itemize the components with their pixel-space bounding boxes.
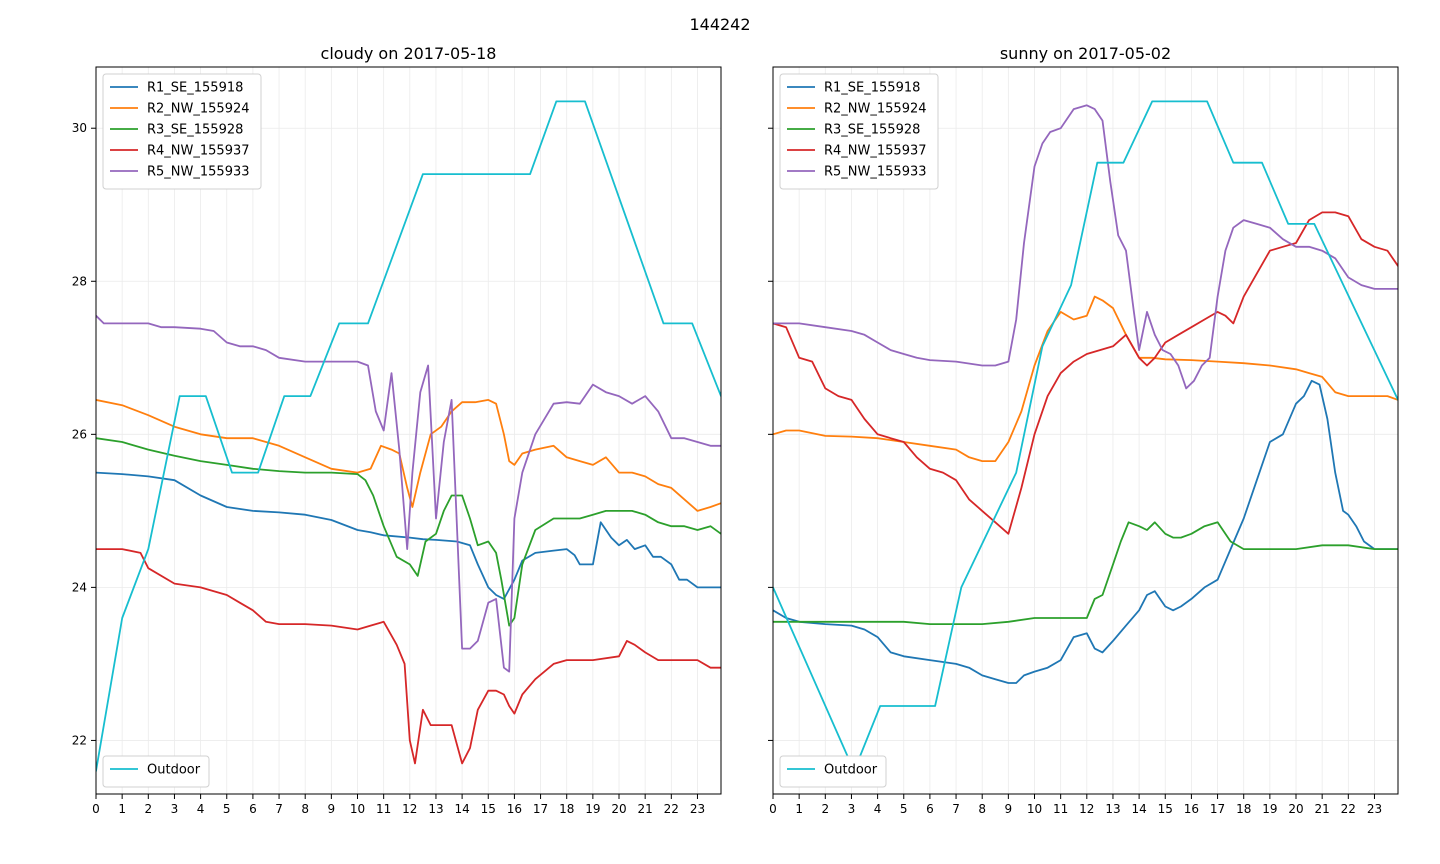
- legend-label: R2_NW_155924: [147, 102, 250, 117]
- x-tick-label: 14: [454, 802, 469, 816]
- chart-cloudy: 0 1 2 3 4 5 6 7 8 9 10 11 12 13 14 15 16 17 18 19 20 21 22 2322…: [72, 44, 722, 816]
- legend-label: R3_SE_155928: [147, 123, 243, 138]
- x-tick-label: 13: [1105, 802, 1120, 816]
- series-line-r5-nw-155933: [96, 314, 721, 673]
- x-tick-label: 11: [376, 802, 391, 816]
- chart-title: cloudy on 2017-05-18: [321, 44, 497, 63]
- y-tick-label: 30: [72, 121, 87, 135]
- x-tick-label: 10: [1027, 802, 1042, 816]
- legend-outdoor: Outdoor: [779, 755, 887, 788]
- legend-label: R5_NW_155933: [824, 165, 927, 180]
- x-tick-label: 2: [821, 802, 829, 816]
- x-tick-label: 23: [1367, 802, 1382, 816]
- series-group: [773, 100, 1398, 772]
- series-line-r3-se-155928: [773, 521, 1398, 625]
- legend-frame: [779, 755, 887, 788]
- axes-frame: [772, 66, 1399, 795]
- x-tick-label: 11: [1053, 802, 1068, 816]
- legend-label: R3_SE_155928: [824, 123, 920, 138]
- x-tick-label: 9: [328, 802, 336, 816]
- x-tick-label: 17: [1210, 802, 1225, 816]
- x-tick-label: 5: [900, 802, 908, 816]
- x-tick-label: 10: [350, 802, 365, 816]
- figure-title: 144242: [689, 15, 750, 34]
- x-tick-label: 22: [1341, 802, 1356, 816]
- x-tick-label: 21: [638, 802, 653, 816]
- legend-label: R4_NW_155937: [147, 144, 250, 159]
- legend-label: Outdoor: [147, 763, 201, 778]
- series-line-r4-nw-155937: [773, 211, 1398, 535]
- x-axis: 0 1 2 3 4 5 6 7 8 9 10 11 12 13 14 15 16 17 18 19 20 21 22 23: [92, 794, 705, 816]
- y-tick-label: 24: [72, 580, 87, 594]
- x-tick-label: 15: [1158, 802, 1173, 816]
- x-tick-label: 1: [118, 802, 126, 816]
- series-line-outdoor: [773, 100, 1398, 772]
- x-tick-label: 21: [1315, 802, 1330, 816]
- x-tick-label: 6: [926, 802, 934, 816]
- x-tick-label: 17: [533, 802, 548, 816]
- series-line-r2-nw-155924: [96, 399, 721, 512]
- legend-main: R1_SE_155918 R2_NW_155924 R3_SE_155928 R4_N…: [102, 73, 262, 190]
- legend-main: R1_SE_155918 R2_NW_155924 R3_SE_155928 R4_N…: [779, 73, 939, 190]
- y-axis: [768, 127, 773, 741]
- series-line-r1-se-155918: [773, 379, 1398, 684]
- x-tick-label: 0: [769, 802, 777, 816]
- series-line-r2-nw-155924: [773, 295, 1398, 462]
- y-tick-label: 26: [72, 427, 87, 441]
- x-tick-label: 7: [952, 802, 960, 816]
- legend-label: R5_NW_155933: [147, 165, 250, 180]
- x-tick-label: 4: [874, 802, 882, 816]
- legend-label: Outdoor: [824, 763, 878, 778]
- y-tick-label: 22: [72, 733, 87, 747]
- x-tick-label: 9: [1005, 802, 1013, 816]
- x-tick-label: 19: [585, 802, 600, 816]
- legend-outdoor: Outdoor: [102, 755, 210, 788]
- chart-sunny: 0 1 2 3 4 5 6 7 8 9 10 11 12 13 14 15 16 17 18 19 20 21 22 23su…: [768, 44, 1399, 816]
- x-tick-label: 20: [611, 802, 626, 816]
- x-tick-label: 22: [664, 802, 679, 816]
- x-tick-label: 5: [223, 802, 231, 816]
- y-tick-label: 28: [72, 274, 87, 288]
- series-line-r3-se-155928: [96, 437, 721, 627]
- x-tick-label: 7: [275, 802, 283, 816]
- x-tick-label: 0: [92, 802, 100, 816]
- x-tick-label: 1: [795, 802, 803, 816]
- x-tick-label: 18: [1236, 802, 1251, 816]
- y-axis: 22 24 26 28 30: [72, 121, 96, 747]
- legend-label: R4_NW_155937: [824, 144, 927, 159]
- x-tick-label: 12: [402, 802, 417, 816]
- axes-frame: [95, 66, 722, 795]
- x-tick-label: 23: [690, 802, 705, 816]
- x-tick-label: 3: [848, 802, 856, 816]
- x-tick-label: 14: [1131, 802, 1146, 816]
- x-axis: 0 1 2 3 4 5 6 7 8 9 10 11 12 13 14 15 16 17 18 19 20 21 22 23: [769, 794, 1382, 816]
- legend-frame: [779, 73, 939, 190]
- legend-frame: [102, 73, 262, 190]
- chart-title: sunny on 2017-05-02: [1000, 44, 1171, 63]
- x-tick-label: 15: [481, 802, 496, 816]
- x-tick-label: 12: [1079, 802, 1094, 816]
- legend-frame: [102, 755, 210, 788]
- x-tick-label: 3: [171, 802, 179, 816]
- x-tick-label: 8: [978, 802, 986, 816]
- series-line-r5-nw-155933: [773, 104, 1398, 390]
- legend-label: R1_SE_155918: [824, 81, 920, 96]
- x-tick-label: 8: [301, 802, 309, 816]
- legend-label: R1_SE_155918: [147, 81, 243, 96]
- x-tick-label: 20: [1288, 802, 1303, 816]
- x-tick-label: 2: [144, 802, 152, 816]
- x-tick-label: 6: [249, 802, 257, 816]
- legend-label: R2_NW_155924: [824, 102, 927, 117]
- x-tick-label: 19: [1262, 802, 1277, 816]
- series-line-outdoor: [96, 100, 721, 772]
- x-tick-label: 16: [507, 802, 522, 816]
- x-tick-label: 13: [428, 802, 443, 816]
- series-line-r4-nw-155937: [96, 548, 721, 765]
- series-group: [96, 100, 721, 772]
- x-tick-label: 4: [197, 802, 205, 816]
- x-tick-label: 16: [1184, 802, 1199, 816]
- x-tick-label: 18: [559, 802, 574, 816]
